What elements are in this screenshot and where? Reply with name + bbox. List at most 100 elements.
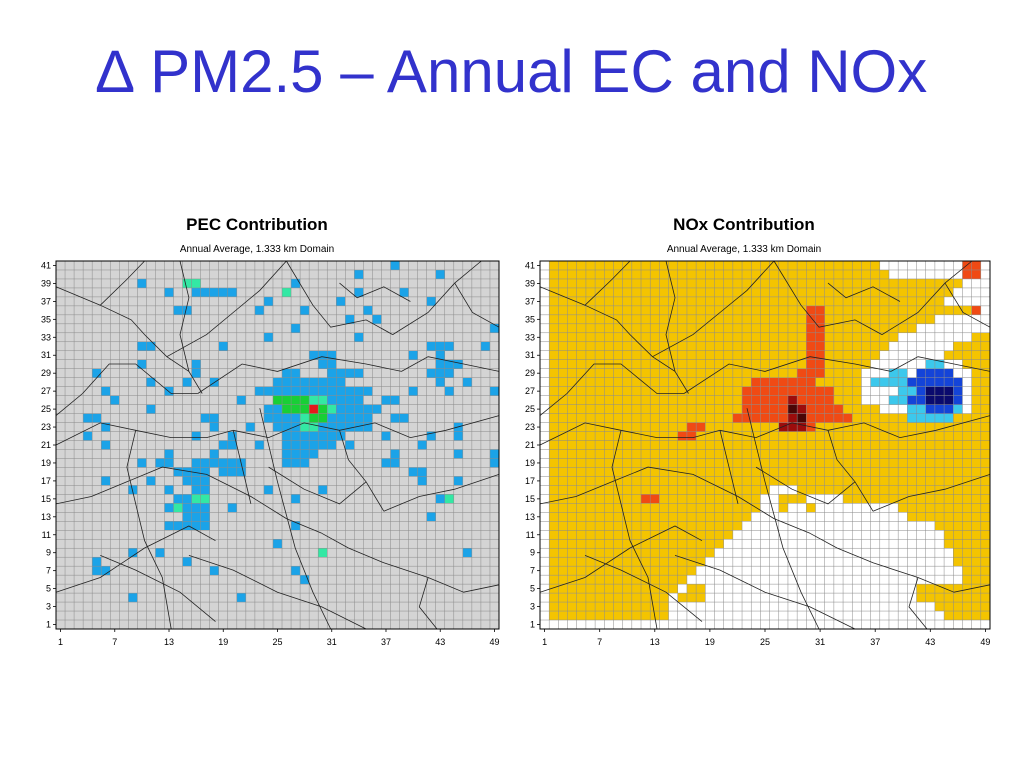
nox-cell: [843, 404, 853, 414]
nox-cell: [677, 476, 687, 486]
nox-cell: [613, 530, 623, 540]
nox-cell: [622, 566, 632, 576]
nox-chart-title: NOx Contribution: [673, 215, 815, 234]
nox-cell: [962, 467, 972, 477]
nox-cell: [576, 566, 586, 576]
nox-cell: [980, 413, 990, 423]
nox-cell: [732, 332, 743, 342]
nox-cell: [622, 530, 632, 540]
nox-cell: [705, 476, 715, 486]
nox-cell: [659, 422, 669, 432]
nox-cell: [833, 431, 844, 441]
nox-cell: [925, 512, 935, 522]
nox-cell: [714, 539, 724, 549]
nox-cell: [604, 485, 614, 495]
pec-cell: [291, 368, 301, 378]
nox-cell: [641, 467, 651, 477]
nox-cell: [907, 323, 917, 333]
nox-cell: [843, 449, 853, 459]
nox-cell: [852, 368, 862, 378]
nox-cell: [742, 314, 752, 324]
nox-cell: [916, 449, 926, 459]
nox-cell: [558, 395, 568, 405]
nox-chart-subtitle: Annual Average, 1.333 km Domain: [667, 244, 821, 255]
nox-cell: [778, 261, 788, 270]
nox-cell: [641, 485, 651, 495]
nox-cell: [879, 314, 889, 324]
nox-cell: [677, 395, 687, 405]
nox-cell: [944, 584, 954, 594]
nox-cell: [843, 476, 853, 486]
nox-cell: [934, 431, 945, 441]
pec-cell: [318, 404, 328, 414]
nox-cell: [558, 557, 568, 567]
nox-cell: [576, 539, 586, 549]
pec-boundary-line: [100, 555, 216, 622]
nox-cell: [604, 305, 614, 315]
nox-cell: [778, 287, 788, 297]
nox-cell: [934, 449, 945, 459]
nox-cell: [787, 350, 798, 360]
nox-cell: [934, 386, 945, 396]
nox-cell: [576, 368, 586, 378]
nox-cell: [659, 512, 669, 522]
nox-cell: [641, 476, 651, 486]
nox-cell: [962, 593, 972, 603]
nox-cell: [705, 368, 715, 378]
pec-cell: [309, 404, 319, 414]
pec-cell: [408, 386, 418, 396]
nox-cell: [723, 287, 733, 297]
nox-cell: [742, 350, 752, 360]
nox-cell: [705, 422, 715, 432]
nox-cell: [925, 278, 935, 288]
pec-cell: [101, 386, 111, 396]
pec-x-tick-label: 13: [164, 637, 174, 647]
nox-cell: [879, 287, 889, 297]
pec-cell: [191, 494, 201, 504]
pec-cell: [354, 413, 364, 423]
nox-cell: [558, 449, 568, 459]
nox-cell: [962, 350, 972, 360]
nox-cell: [631, 314, 642, 324]
nox-cell: [659, 476, 669, 486]
nox-cell: [567, 413, 577, 423]
nox-cell: [641, 261, 651, 270]
nox-cell: [576, 557, 586, 567]
nox-cell: [659, 350, 669, 360]
nox-cell: [861, 359, 871, 369]
nox-cell: [971, 485, 981, 495]
nox-cell: [668, 386, 678, 396]
nox-cell: [907, 449, 917, 459]
nox-cell: [787, 476, 798, 486]
nox-cell: [576, 449, 586, 459]
nox-cell: [659, 485, 669, 495]
nox-cell: [797, 458, 807, 468]
nox-cell: [622, 305, 632, 315]
nox-cell: [898, 296, 908, 306]
nox-cell: [778, 476, 788, 486]
nox-cell: [925, 593, 935, 603]
nox-cell: [631, 458, 642, 468]
nox-cell: [549, 593, 559, 603]
nox-cell: [898, 440, 908, 450]
nox-cell: [595, 404, 605, 414]
nox-cell: [953, 467, 963, 477]
nox-cell: [769, 323, 779, 333]
pec-cell: [146, 476, 156, 486]
pec-cell: [318, 395, 328, 405]
nox-cell: [558, 269, 568, 279]
nox-cell: [659, 449, 669, 459]
nox-cell: [806, 269, 816, 279]
nox-boundary-line: [719, 430, 739, 504]
pec-y-tick-label: 7: [46, 566, 51, 576]
nox-cell: [971, 566, 981, 576]
nox-cell: [641, 575, 651, 585]
nox-cell: [742, 395, 752, 405]
nox-cell: [723, 512, 733, 522]
pec-boundary-line: [321, 532, 500, 593]
nox-cell: [585, 602, 596, 612]
pec-cell: [390, 413, 400, 423]
nox-cell: [549, 377, 559, 387]
nox-cell: [962, 557, 972, 567]
nox-cell: [797, 440, 807, 450]
